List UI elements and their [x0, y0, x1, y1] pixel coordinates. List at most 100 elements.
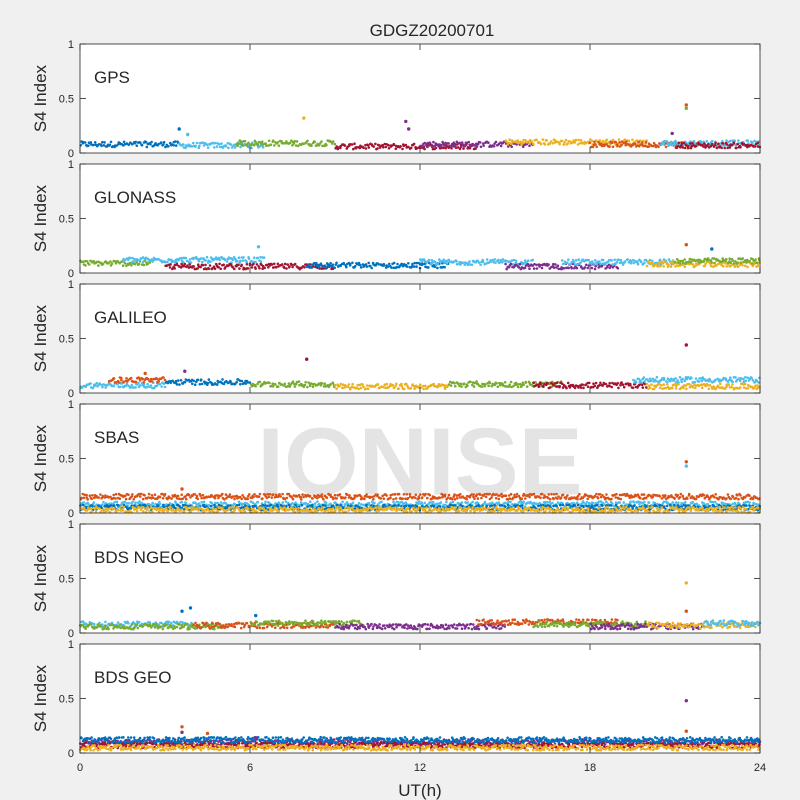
data-point [108, 143, 112, 147]
data-point [166, 260, 169, 264]
data-point [669, 140, 673, 144]
data-point [683, 146, 687, 150]
data-point [374, 506, 378, 509]
data-point [196, 378, 200, 382]
data-point [728, 257, 731, 261]
data-point [435, 508, 439, 512]
data-point [500, 504, 504, 507]
data-point [303, 266, 306, 269]
peak-point [302, 116, 306, 120]
data-point [559, 503, 562, 507]
data-point [737, 139, 740, 142]
data-point [97, 496, 100, 499]
data-point [446, 385, 449, 389]
data-point [185, 259, 189, 263]
data-point [261, 146, 265, 149]
data-point [86, 498, 89, 501]
data-point [574, 263, 577, 266]
data-point [445, 262, 449, 265]
data-point [471, 500, 475, 504]
data-point [326, 263, 330, 267]
data-point [650, 383, 653, 386]
data-point [453, 504, 457, 507]
data-point [555, 504, 558, 508]
data-point [374, 142, 377, 146]
data-point [286, 263, 290, 266]
data-point [122, 505, 126, 509]
data-point [419, 386, 423, 389]
data-point [364, 387, 368, 391]
data-point [310, 144, 313, 147]
data-point [331, 140, 335, 143]
data-point [319, 262, 323, 266]
data-point [114, 492, 118, 496]
data-point [723, 146, 726, 150]
data-point [632, 258, 635, 262]
data-point [277, 510, 281, 513]
data-point [547, 263, 550, 266]
data-point [537, 504, 540, 508]
data-point [431, 500, 435, 504]
data-point [402, 144, 406, 147]
data-point [200, 496, 203, 500]
data-point [310, 266, 314, 269]
data-point [267, 139, 271, 143]
data-point [552, 504, 555, 508]
data-point [293, 382, 296, 386]
data-point [238, 267, 241, 270]
data-point [379, 497, 383, 500]
data-point [353, 265, 357, 268]
data-point [564, 138, 568, 142]
data-point [222, 263, 225, 267]
data-point [471, 383, 474, 387]
data-point [112, 493, 115, 497]
y-tick-label: 0.5 [59, 94, 74, 106]
data-point [151, 496, 155, 500]
data-point [103, 383, 107, 387]
data-point [205, 255, 209, 259]
data-point [427, 266, 430, 269]
data-point [751, 497, 755, 501]
data-point [241, 144, 245, 147]
data-point [297, 507, 301, 510]
data-point [135, 144, 139, 147]
data-point [221, 378, 224, 381]
data-point [380, 500, 383, 504]
data-point [206, 381, 210, 385]
data-point [204, 263, 207, 267]
data-point [127, 502, 131, 505]
data-point [279, 495, 283, 498]
data-point [308, 506, 312, 510]
data-point [577, 138, 580, 142]
data-point [125, 377, 128, 380]
data-point [209, 260, 212, 264]
data-point [89, 507, 93, 511]
data-point [324, 501, 328, 505]
data-point [325, 496, 329, 500]
data-point [122, 380, 125, 384]
data-point [183, 510, 186, 513]
data-point [616, 267, 620, 270]
data-point [505, 267, 509, 271]
data-point [509, 142, 513, 145]
data-point [254, 267, 257, 270]
data-point [388, 503, 391, 507]
data-point [375, 509, 378, 513]
data-point [341, 500, 345, 504]
figure-title: GDGZ20200701 [370, 21, 495, 40]
data-point [697, 261, 701, 264]
data-point [395, 382, 398, 386]
data-point [598, 260, 601, 264]
data-point [139, 504, 142, 507]
data-point [403, 387, 406, 391]
data-point [746, 387, 750, 390]
data-point [123, 258, 127, 262]
data-point [351, 501, 355, 505]
data-point [109, 504, 113, 507]
data-point [482, 144, 486, 147]
data-point [392, 261, 396, 265]
data-point [233, 267, 236, 271]
data-point [573, 141, 577, 144]
data-point [470, 263, 474, 267]
